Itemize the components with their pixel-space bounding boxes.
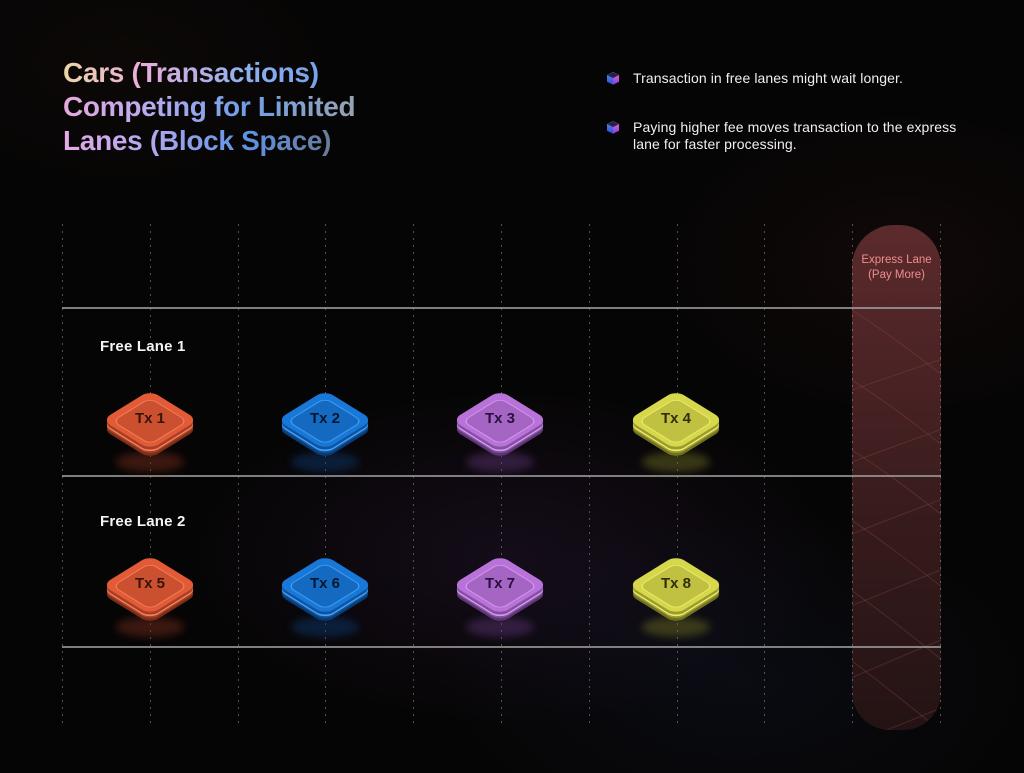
svg-text:Tx 4: Tx 4 [661,410,692,427]
lane-divider [62,646,941,648]
car-tx-7: Tx 7 [438,541,562,645]
title-line-3: Lanes (Block Space) [63,124,355,158]
lane-label-1: Free Lane 1 [100,338,186,355]
legend-item-wait: Transaction in free lanes might wait lon… [604,70,974,88]
legend-item-express: Paying higher fee moves transaction to t… [604,119,974,153]
svg-text:Tx 8: Tx 8 [661,575,691,592]
svg-text:Tx 1: Tx 1 [135,410,165,427]
cube-icon [604,119,622,137]
express-lane-label: Express Lane (Pay More) [852,253,941,283]
svg-text:Tx 5: Tx 5 [135,575,165,592]
car-tx-2: Tx 2 [263,376,387,480]
svg-text:Tx 2: Tx 2 [310,410,340,427]
cube-icon [604,70,622,88]
car-tx-4: Tx 4 [614,376,738,480]
lane-label-2: Free Lane 2 [100,513,186,530]
express-lane: Express Lane (Pay More) [852,225,941,730]
lane-divider [62,475,941,477]
title-line-1: Cars (Transactions) [63,56,355,90]
legend-text-wait: Transaction in free lanes might wait lon… [633,70,904,86]
page-title: Cars (Transactions) Competing for Limite… [63,56,356,158]
svg-text:Tx 3: Tx 3 [485,410,515,427]
legend-text-express: Paying higher fee moves transaction to t… [633,119,957,152]
title-line-2: Competing for Limited [63,91,356,122]
svg-text:Tx 7: Tx 7 [485,575,515,592]
car-tx-5: Tx 5 [88,541,212,645]
car-tx-3: Tx 3 [438,376,562,480]
svg-text:Tx 6: Tx 6 [310,575,340,592]
car-tx-8: Tx 8 [614,541,738,645]
lane-divider [62,307,941,309]
car-tx-1: Tx 1 [88,376,212,480]
express-lane-label-line1: Express Lane [861,254,932,266]
express-lane-label-line2: (Pay More) [868,269,925,281]
wireframe-texture [852,309,941,730]
car-tx-6: Tx 6 [263,541,387,645]
